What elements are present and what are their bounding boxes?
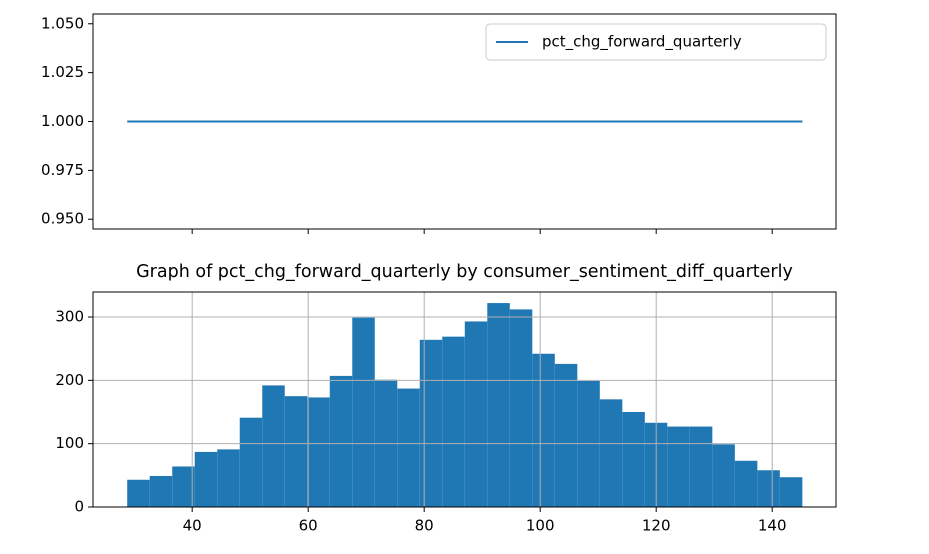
histogram-bar <box>487 303 510 507</box>
histogram-bar <box>532 353 555 507</box>
x-tick-label: 100 <box>526 517 555 535</box>
histogram-bar <box>599 399 623 507</box>
x-tick-label: 120 <box>642 517 671 535</box>
histogram-bar <box>149 475 173 507</box>
histogram-bar <box>464 321 488 507</box>
y-tick-label: 1.025 <box>41 63 84 81</box>
histogram-bar <box>397 388 420 507</box>
x-tick-label: 140 <box>758 517 787 535</box>
histogram-bar <box>442 336 465 507</box>
histogram-bar <box>307 397 330 507</box>
histogram-bar <box>284 396 308 507</box>
histogram-bar <box>329 375 353 507</box>
y-tick-label: 200 <box>55 371 84 389</box>
histogram-bar <box>262 385 285 507</box>
histogram-bar <box>217 449 240 507</box>
histogram-bar <box>757 470 780 507</box>
histogram-bar <box>239 417 263 507</box>
histogram-bar <box>127 479 150 507</box>
x-tick-label: 80 <box>415 517 434 535</box>
y-tick-label: 1.000 <box>41 112 84 130</box>
histogram-bar <box>509 309 533 507</box>
legend-box <box>485 23 827 61</box>
x-tick-label: 40 <box>183 517 202 535</box>
axes-frame <box>92 13 837 230</box>
histogram-bar <box>712 444 735 507</box>
histogram-bar <box>194 451 218 507</box>
y-tick-label: 0.975 <box>41 161 84 179</box>
histogram-bar <box>667 426 690 507</box>
histogram-bar <box>172 466 195 507</box>
legend-label: pct_chg_forward_quarterly <box>542 33 742 52</box>
chart-title: Graph of pct_chg_forward_quarterly by co… <box>136 262 793 282</box>
y-tick-label: 0 <box>74 498 84 516</box>
y-tick-label: 300 <box>55 308 84 326</box>
y-tick-label: 100 <box>55 434 84 452</box>
x-tick-label: 60 <box>299 517 318 535</box>
histogram-bar <box>689 426 713 507</box>
y-tick-label: 0.950 <box>41 210 84 228</box>
y-tick-label: 1.050 <box>41 14 84 32</box>
histogram-bar <box>779 477 803 507</box>
histogram-bar <box>419 339 443 507</box>
histogram-bar <box>734 460 758 507</box>
histogram-bar <box>622 412 645 507</box>
histogram-bar <box>352 317 375 507</box>
histogram-bar <box>554 363 578 507</box>
axes-frame <box>92 291 837 508</box>
